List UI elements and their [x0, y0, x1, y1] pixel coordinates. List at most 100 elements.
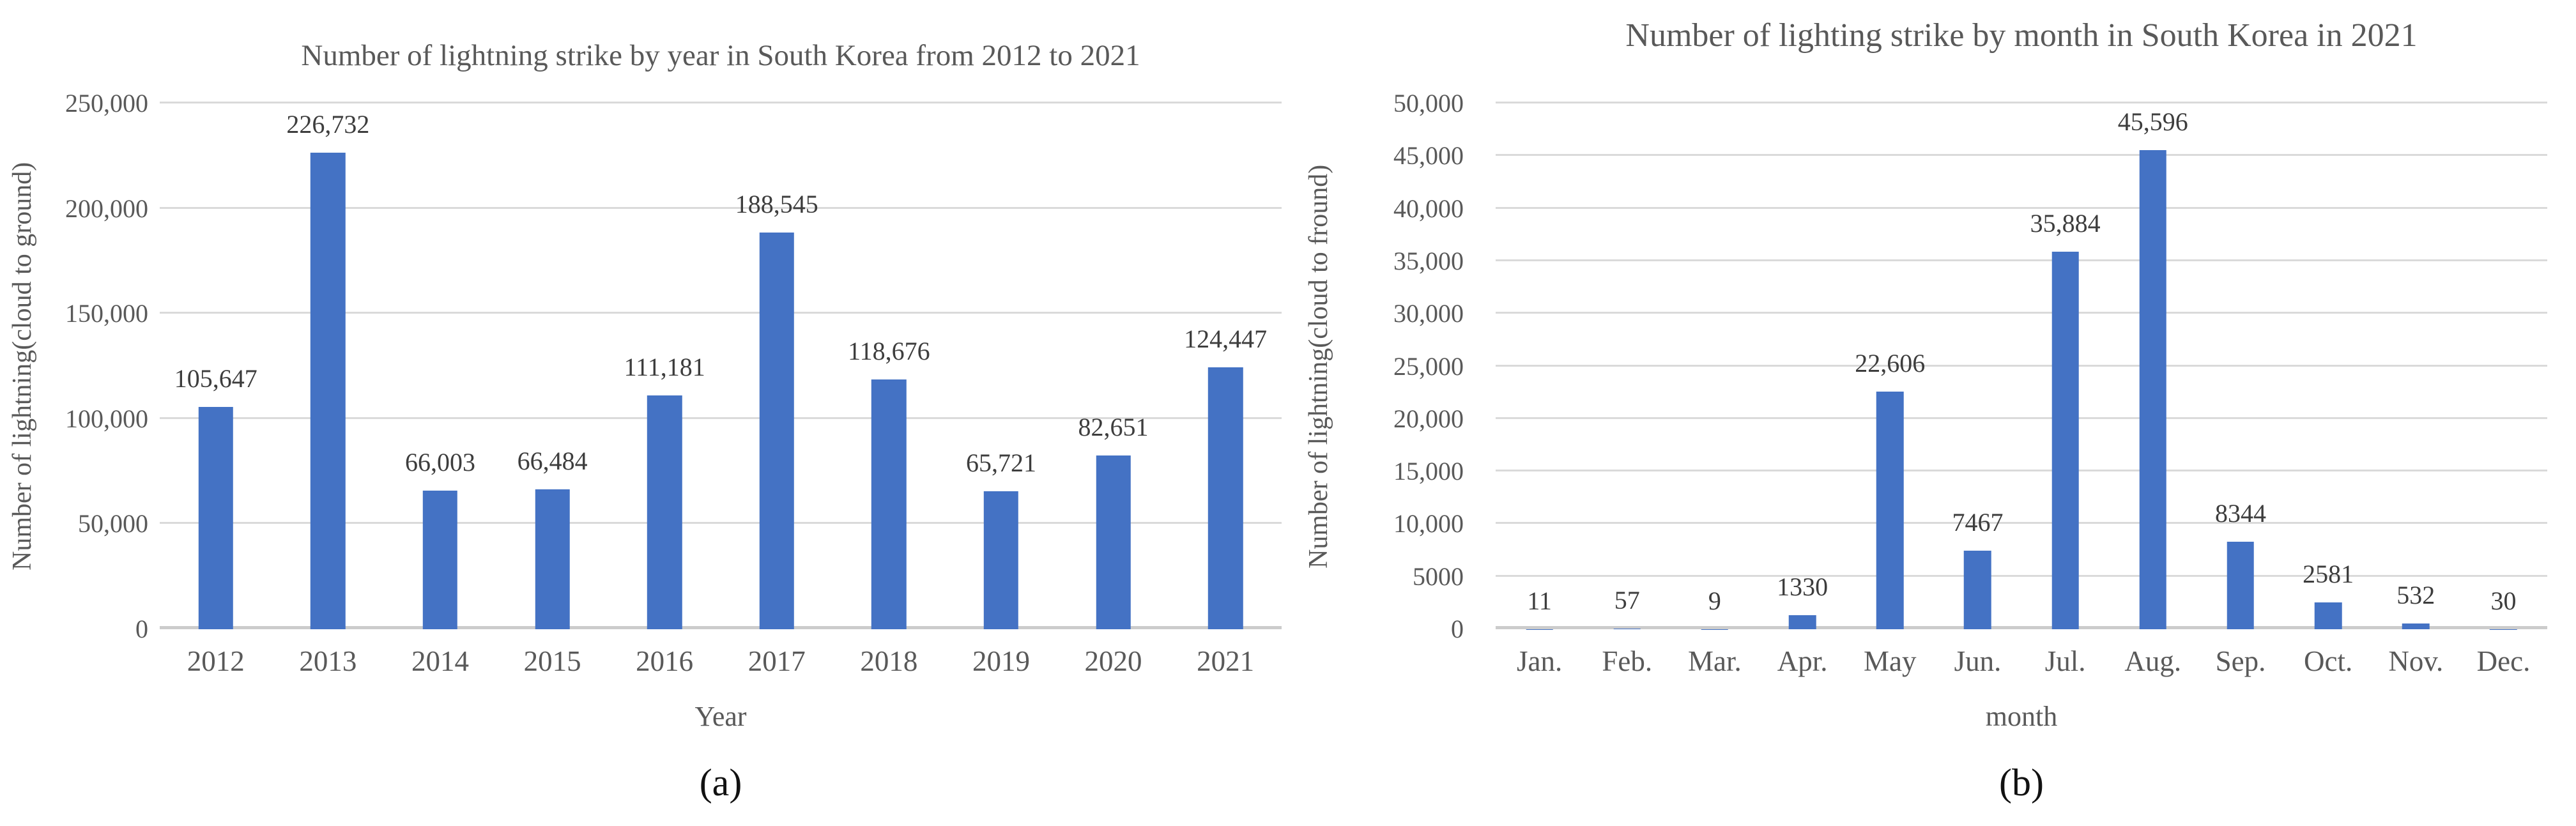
gridline — [1496, 259, 2547, 261]
chart-a-title: Number of lightning strike by year in So… — [301, 39, 1140, 72]
gridline — [1496, 470, 2547, 472]
gridline — [160, 417, 1282, 419]
value-label-2019: 65,721 — [965, 448, 1036, 477]
bar-cell-2021: 124,447 — [1169, 103, 1282, 629]
gridline — [1496, 206, 2547, 209]
x-tick-label-2021: 2021 — [1197, 645, 1255, 677]
value-label-2015: 66,484 — [517, 447, 588, 476]
gridline — [1496, 102, 2547, 103]
gridline — [1496, 522, 2547, 524]
value-label-Jan.: 11 — [1527, 586, 1552, 615]
value-label-Apr.: 1330 — [1777, 572, 1828, 602]
bar-Oct. — [2314, 602, 2342, 629]
bar-2014 — [422, 490, 458, 629]
bar-2020 — [1096, 455, 1131, 629]
value-label-Nov.: 532 — [2396, 581, 2435, 610]
gridline — [1496, 417, 2547, 419]
bar-cell-2014: 66,003 — [384, 103, 496, 629]
bar-2012 — [198, 407, 234, 629]
value-label-2014: 66,003 — [404, 447, 475, 477]
value-label-2012: 105,647 — [174, 364, 257, 394]
x-tick-label-2014: 2014 — [411, 645, 469, 677]
x-tick-label-Jan.: Jan. — [1516, 645, 1563, 677]
value-label-Feb.: 57 — [1614, 586, 1640, 615]
bar-cell-Apr.: 1330 — [1759, 103, 1846, 629]
bars-series: 11 57 9 1330 22,606 7467 35,884 45,596 8344 2581 5… — [1496, 103, 2547, 629]
value-label-2020: 82,651 — [1078, 412, 1149, 441]
bar-cell-2019: 65,721 — [945, 103, 1057, 629]
value-label-Jul.: 35,884 — [2030, 209, 2101, 238]
x-tick-label-2019: 2019 — [972, 645, 1030, 677]
bar-cell-2013: 226,732 — [272, 103, 385, 629]
gridline — [1496, 154, 2547, 157]
y-tick-label: 15,000 — [1393, 457, 1464, 486]
y-tick-label: 150,000 — [65, 299, 148, 328]
x-tick-label-Mar.: Mar. — [1688, 645, 1742, 677]
x-tick-label-Apr.: Apr. — [1777, 645, 1828, 677]
chart-b-x-axis-ticks: Jan. Feb. Mar. Apr. May Jun. Jul. Aug. Sep. Oct. N… — [1496, 629, 2547, 693]
chart-a-y-axis-title: Number of lightning(cloud to ground) — [8, 162, 37, 571]
y-tick-label: 45,000 — [1393, 141, 1464, 171]
y-tick-label: 30,000 — [1393, 299, 1464, 328]
chart-a-plot-area: 105,647 226,732 66,003 66,484 111,181 188,545… — [160, 102, 1282, 629]
chart-a-x-axis-ticks: 2012 2013 2014 2015 2016 2017 2018 2019 2020 2021 — [160, 629, 1282, 693]
chart-b-caption: (b) — [1999, 761, 2044, 804]
x-tick-label-2020: 2020 — [1084, 645, 1142, 677]
bar-2018 — [871, 379, 907, 629]
bar-2015 — [535, 489, 570, 629]
x-tick-label-2015: 2015 — [523, 645, 581, 677]
chart-b-title: Number of lighting strike by month in So… — [1625, 17, 2418, 54]
bar-cell-2018: 118,676 — [833, 103, 946, 629]
x-tick-label-2016: 2016 — [636, 645, 694, 677]
y-tick-label: 25,000 — [1393, 351, 1464, 381]
y-tick-label: 200,000 — [65, 194, 148, 223]
bar-cell-2016: 111,181 — [608, 103, 721, 629]
gridline — [160, 522, 1282, 524]
value-label-Dec.: 30 — [2490, 586, 2517, 615]
value-label-Oct.: 2581 — [2303, 559, 2354, 588]
x-tick-label-Sep.: Sep. — [2215, 645, 2266, 677]
x-tick-label-Nov.: Nov. — [2388, 645, 2444, 677]
bar-Aug. — [2139, 149, 2167, 629]
y-tick-label: 20,000 — [1393, 404, 1464, 433]
y-tick-label: 0 — [135, 615, 148, 643]
x-axis-line — [1496, 626, 2547, 629]
bar-2013 — [310, 152, 346, 629]
gridline — [160, 102, 1282, 103]
value-label-Sep.: 8344 — [2214, 498, 2266, 528]
x-tick-label-Dec.: Dec. — [2476, 645, 2531, 677]
bar-cell-Oct.: 2581 — [2285, 103, 2372, 629]
x-tick-label-2012: 2012 — [187, 645, 245, 677]
bar-Jun. — [1964, 551, 1991, 629]
bar-cell-Jan.: 11 — [1496, 103, 1583, 629]
value-label-Aug.: 45,596 — [2117, 107, 2188, 136]
bar-cell-2012: 105,647 — [160, 103, 272, 629]
bar-cell-Nov.: 532 — [2372, 103, 2460, 629]
y-tick-label: 100,000 — [65, 404, 148, 433]
chart-a-x-axis-title: Year — [694, 700, 747, 732]
chart-b-y-axis-ticks: 50,000 45,000 40,000 35,000 30,000 25,000 20,0… — [1349, 91, 1496, 642]
bar-cell-Aug.: 45,596 — [2109, 103, 2196, 629]
chart-b-plot-area: 11 57 9 1330 22,606 7467 35,884 45,596 8344 2581 5… — [1496, 102, 2547, 629]
value-label-2017: 188,545 — [735, 190, 818, 219]
chart-b-y-axis-title: Number of lightning(cloud to fround) — [1303, 164, 1333, 569]
chart-a-caption: (a) — [699, 761, 742, 804]
bar-cell-Dec.: 30 — [2460, 103, 2547, 629]
gridline — [1496, 574, 2547, 577]
value-label-Mar.: 9 — [1708, 586, 1721, 615]
x-tick-label-Feb.: Feb. — [1602, 645, 1653, 677]
chart-a-y-axis-ticks: 250,000 200,000 150,000 100,000 50,000 0 — [45, 91, 160, 642]
value-label-May: 22,606 — [1855, 348, 1926, 378]
y-tick-label: 50,000 — [78, 509, 148, 539]
y-tick-label: 10,000 — [1393, 509, 1464, 539]
value-label-2013: 226,732 — [286, 109, 370, 139]
y-tick-label: 0 — [1451, 615, 1464, 643]
chart-panel-b: Number of lighting strike by month in So… — [1288, 8, 2576, 826]
chart-panel-a: Number of lightning strike by year in So… — [0, 8, 1288, 826]
bars-series: 105,647 226,732 66,003 66,484 111,181 188,545… — [160, 103, 1282, 629]
x-axis-line — [160, 626, 1282, 629]
value-label-Jun.: 7467 — [1952, 508, 2004, 537]
bar-cell-May: 22,606 — [1846, 103, 1934, 629]
bar-cell-Jul.: 35,884 — [2021, 103, 2109, 629]
